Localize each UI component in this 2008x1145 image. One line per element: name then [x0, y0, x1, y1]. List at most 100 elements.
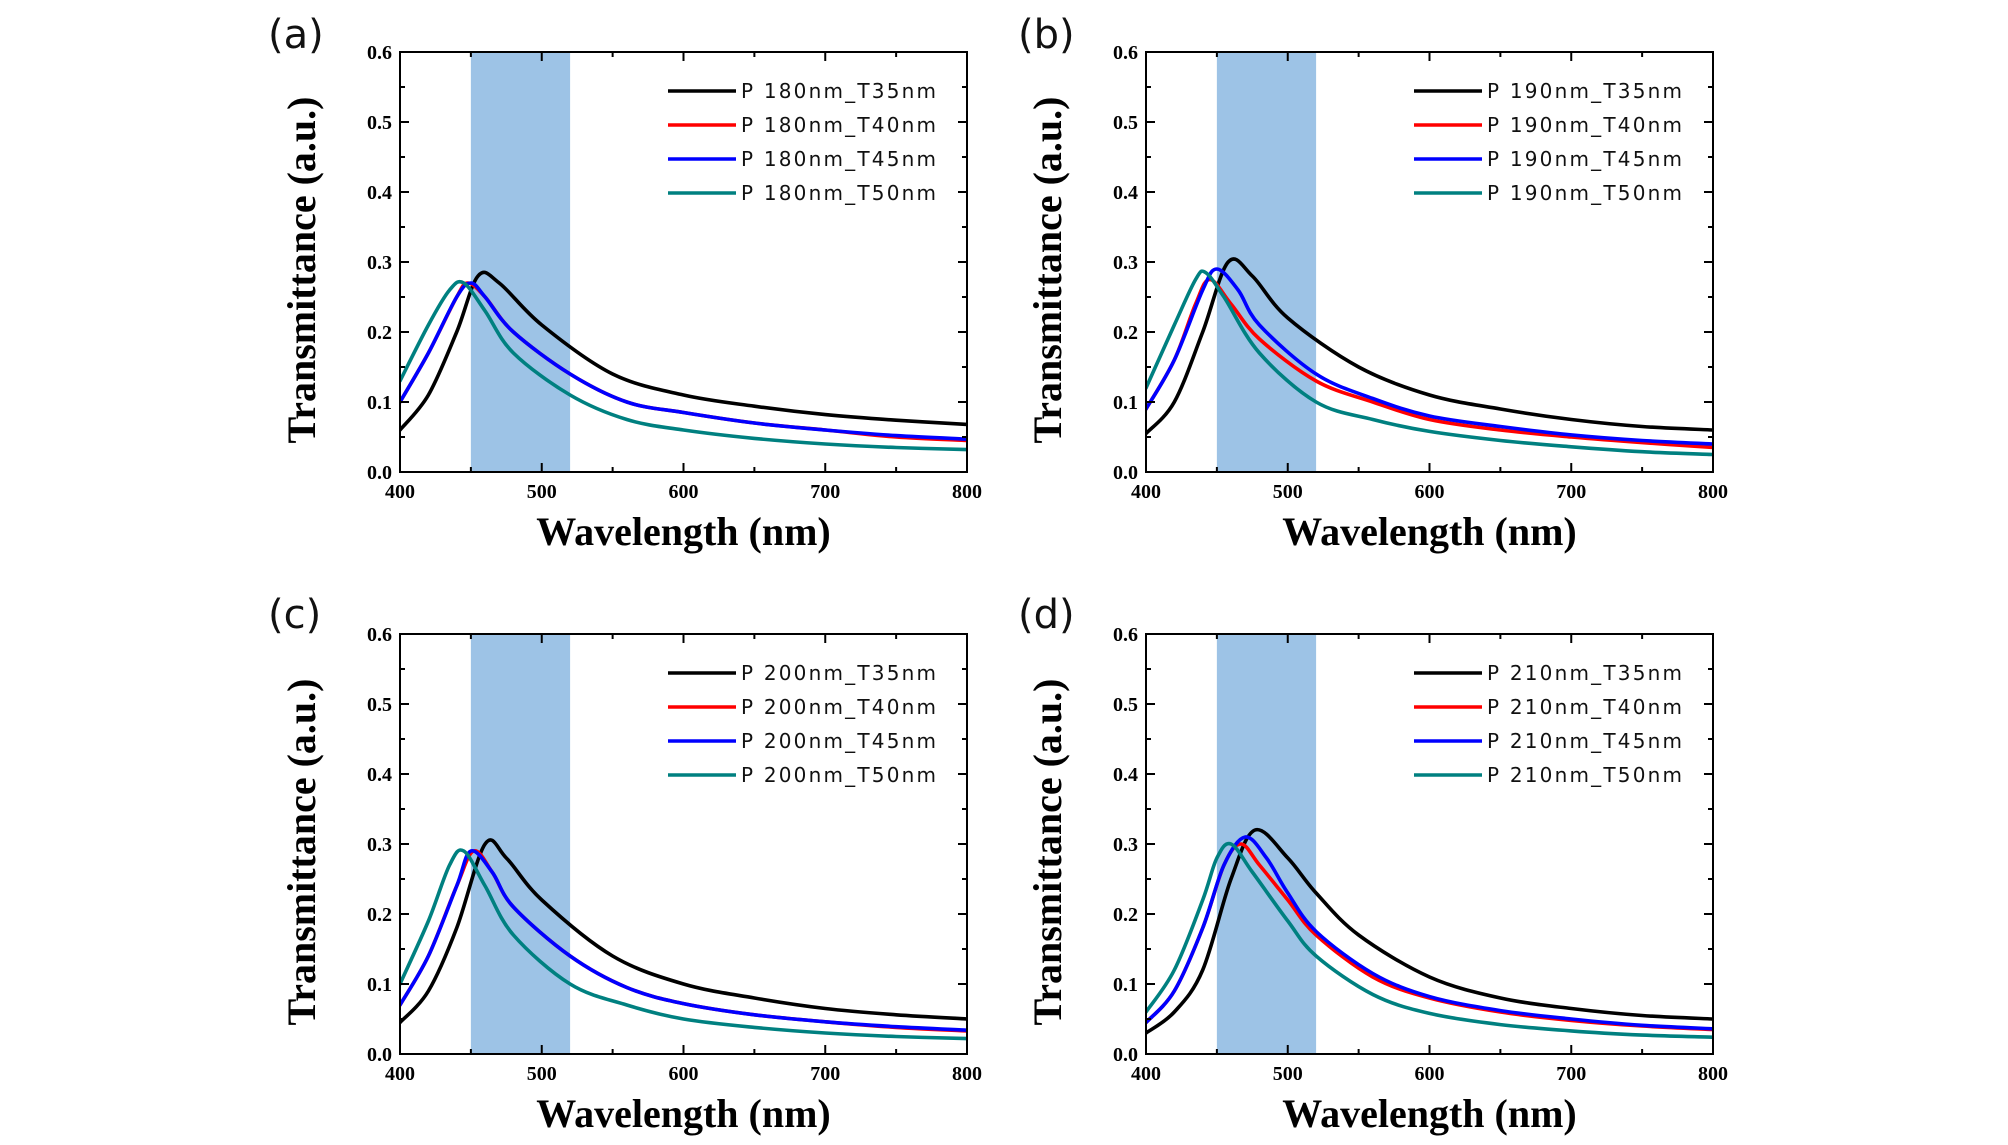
- chart-panel-1: 400 500 600 700 800 0.0 0.1 0.2 0.3 0.4 0.5 0.6 Wave…: [268, 12, 982, 554]
- y-tick-label: 0.0: [367, 462, 392, 484]
- legend-entry: P 210nm_T35nm: [1487, 661, 1684, 685]
- series-line-3: [1146, 835, 1713, 1031]
- y-tick-label: 0.1: [367, 392, 392, 414]
- series-line-3: [1146, 267, 1713, 446]
- series-line-4: [400, 848, 967, 1041]
- x-tick-label: 700: [1556, 481, 1586, 503]
- x-tick-label: 400: [385, 1063, 415, 1085]
- series-line-4: [400, 279, 967, 452]
- y-tick-label: 0.5: [367, 112, 392, 134]
- x-tick-label: 800: [1698, 481, 1728, 503]
- y-tick-label: 0.3: [1113, 252, 1138, 274]
- x-tick-label: 700: [810, 481, 840, 503]
- y-tick-label: 0.3: [367, 834, 392, 856]
- y-tick-label: 0.5: [1113, 694, 1138, 716]
- highlight-band: [470, 52, 571, 472]
- legend-entry: P 200nm_T45nm: [741, 729, 938, 753]
- series-line-4: [1146, 269, 1713, 457]
- x-tick-label: 700: [810, 1063, 840, 1085]
- chart-panel-4: 400 500 600 700 800 0.0 0.1 0.2 0.3 0.4 0.5 0.6 Wave…: [1018, 592, 1728, 1136]
- y-tick-label: 0.6: [367, 42, 392, 64]
- legend-entry: P 210nm_T45nm: [1487, 729, 1684, 753]
- series-line-1: [400, 270, 967, 432]
- highlight-band: [470, 634, 571, 1054]
- series-line-3: [400, 849, 967, 1032]
- y-tick-label: 0.0: [1113, 462, 1138, 484]
- series-lines: [1146, 257, 1713, 457]
- series-line-1: [1146, 257, 1713, 436]
- x-tick-label: 600: [1415, 1063, 1445, 1085]
- legend-entry: P 200nm_T35nm: [741, 661, 938, 685]
- x-tick-label: 400: [385, 481, 415, 503]
- y-tick-label: 0.6: [367, 624, 392, 646]
- legend-entry: P 200nm_T50nm: [741, 763, 938, 787]
- x-tick-label: 800: [952, 481, 982, 503]
- x-tick-label: 500: [527, 481, 557, 503]
- legend-entry: P 210nm_T50nm: [1487, 763, 1684, 787]
- y-axis-title: Transmittance (a.u.): [279, 679, 324, 1026]
- x-tick-label: 500: [527, 1063, 557, 1085]
- legend-entry: P 190nm_T35nm: [1487, 79, 1684, 103]
- y-tick-label: 0.4: [1113, 182, 1138, 204]
- legend-entry: P 180nm_T45nm: [741, 147, 938, 171]
- y-axis-title: Transmittance (a.u.): [1025, 97, 1070, 444]
- y-tick-label: 0.2: [367, 322, 392, 344]
- legend-entry: P 210nm_T40nm: [1487, 695, 1684, 719]
- y-tick-label: 0.1: [367, 974, 392, 996]
- x-tick-label: 600: [669, 481, 699, 503]
- y-tick-label: 0.5: [1113, 112, 1138, 134]
- series-lines: [400, 270, 967, 452]
- y-tick-label: 0.5: [367, 694, 392, 716]
- legend-entry: P 190nm_T50nm: [1487, 181, 1684, 205]
- panel-label: (a): [268, 12, 324, 58]
- legend-entry: P 180nm_T40nm: [741, 113, 938, 137]
- y-tick-label: 0.2: [367, 904, 392, 926]
- x-tick-label: 600: [1415, 481, 1445, 503]
- x-tick-label: 800: [1698, 1063, 1728, 1085]
- legend-entry: P 190nm_T40nm: [1487, 113, 1684, 137]
- x-axis-title: Wavelength (nm): [1282, 1091, 1576, 1136]
- legend: P 180nm_T35nm P 180nm_T40nm P 180nm_T45nm P…: [668, 79, 938, 205]
- x-tick-label: 400: [1131, 481, 1161, 503]
- highlight-band: [1216, 52, 1317, 472]
- series-lines: [1146, 827, 1713, 1039]
- x-tick-label: 600: [669, 1063, 699, 1085]
- series-line-1: [1146, 827, 1713, 1035]
- legend: P 190nm_T35nm P 190nm_T40nm P 190nm_T45nm P…: [1414, 79, 1684, 205]
- y-tick-label: 0.1: [1113, 974, 1138, 996]
- y-tick-label: 0.2: [1113, 904, 1138, 926]
- x-axis-title: Wavelength (nm): [536, 1091, 830, 1136]
- chart-panel-2: 400 500 600 700 800 0.0 0.1 0.2 0.3 0.4 0.5 0.6 Wave…: [1018, 12, 1728, 554]
- series-line-1: [400, 838, 967, 1025]
- y-tick-label: 0.0: [1113, 1044, 1138, 1066]
- legend-entry: P 190nm_T45nm: [1487, 147, 1684, 171]
- panel-label: (c): [268, 592, 321, 638]
- y-tick-label: 0.3: [367, 252, 392, 274]
- y-tick-label: 0.6: [1113, 42, 1138, 64]
- x-tick-label: 700: [1556, 1063, 1586, 1085]
- legend: P 210nm_T35nm P 210nm_T40nm P 210nm_T45nm P…: [1414, 661, 1684, 787]
- series-line-4: [1146, 841, 1713, 1039]
- y-tick-label: 0.4: [367, 764, 392, 786]
- chart-panel-3: 400 500 600 700 800 0.0 0.1 0.2 0.3 0.4 0.5 0.6 Wave…: [268, 592, 982, 1136]
- legend-entry: P 180nm_T50nm: [741, 181, 938, 205]
- x-tick-label: 800: [952, 1063, 982, 1085]
- panel-label: (b): [1018, 12, 1075, 58]
- x-axis-title: Wavelength (nm): [1282, 509, 1576, 554]
- y-tick-label: 0.4: [367, 182, 392, 204]
- y-tick-label: 0.1: [1113, 392, 1138, 414]
- x-tick-label: 500: [1273, 1063, 1303, 1085]
- x-tick-label: 500: [1273, 481, 1303, 503]
- y-tick-label: 0.4: [1113, 764, 1138, 786]
- x-axis-title: Wavelength (nm): [536, 509, 830, 554]
- legend-entry: P 200nm_T40nm: [741, 695, 938, 719]
- y-tick-label: 0.3: [1113, 834, 1138, 856]
- legend: P 200nm_T35nm P 200nm_T40nm P 200nm_T45nm P…: [668, 661, 938, 787]
- y-axis-title: Transmittance (a.u.): [279, 97, 324, 444]
- y-axis-title: Transmittance (a.u.): [1025, 679, 1070, 1026]
- series-line-3: [400, 281, 967, 441]
- series-lines: [400, 838, 967, 1041]
- legend-entry: P 180nm_T35nm: [741, 79, 938, 103]
- x-tick-label: 400: [1131, 1063, 1161, 1085]
- panel-label: (d): [1018, 592, 1075, 638]
